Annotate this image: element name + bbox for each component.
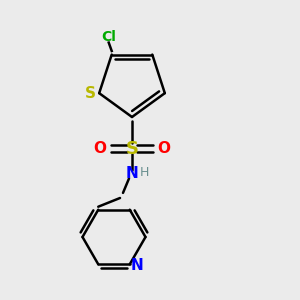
Text: N: N (131, 258, 144, 273)
Text: O: O (93, 141, 106, 156)
Text: N: N (126, 167, 138, 182)
Text: O: O (158, 141, 171, 156)
Text: S: S (125, 140, 139, 158)
Text: S: S (85, 86, 96, 101)
Text: H: H (139, 166, 149, 179)
Text: Cl: Cl (101, 30, 116, 44)
